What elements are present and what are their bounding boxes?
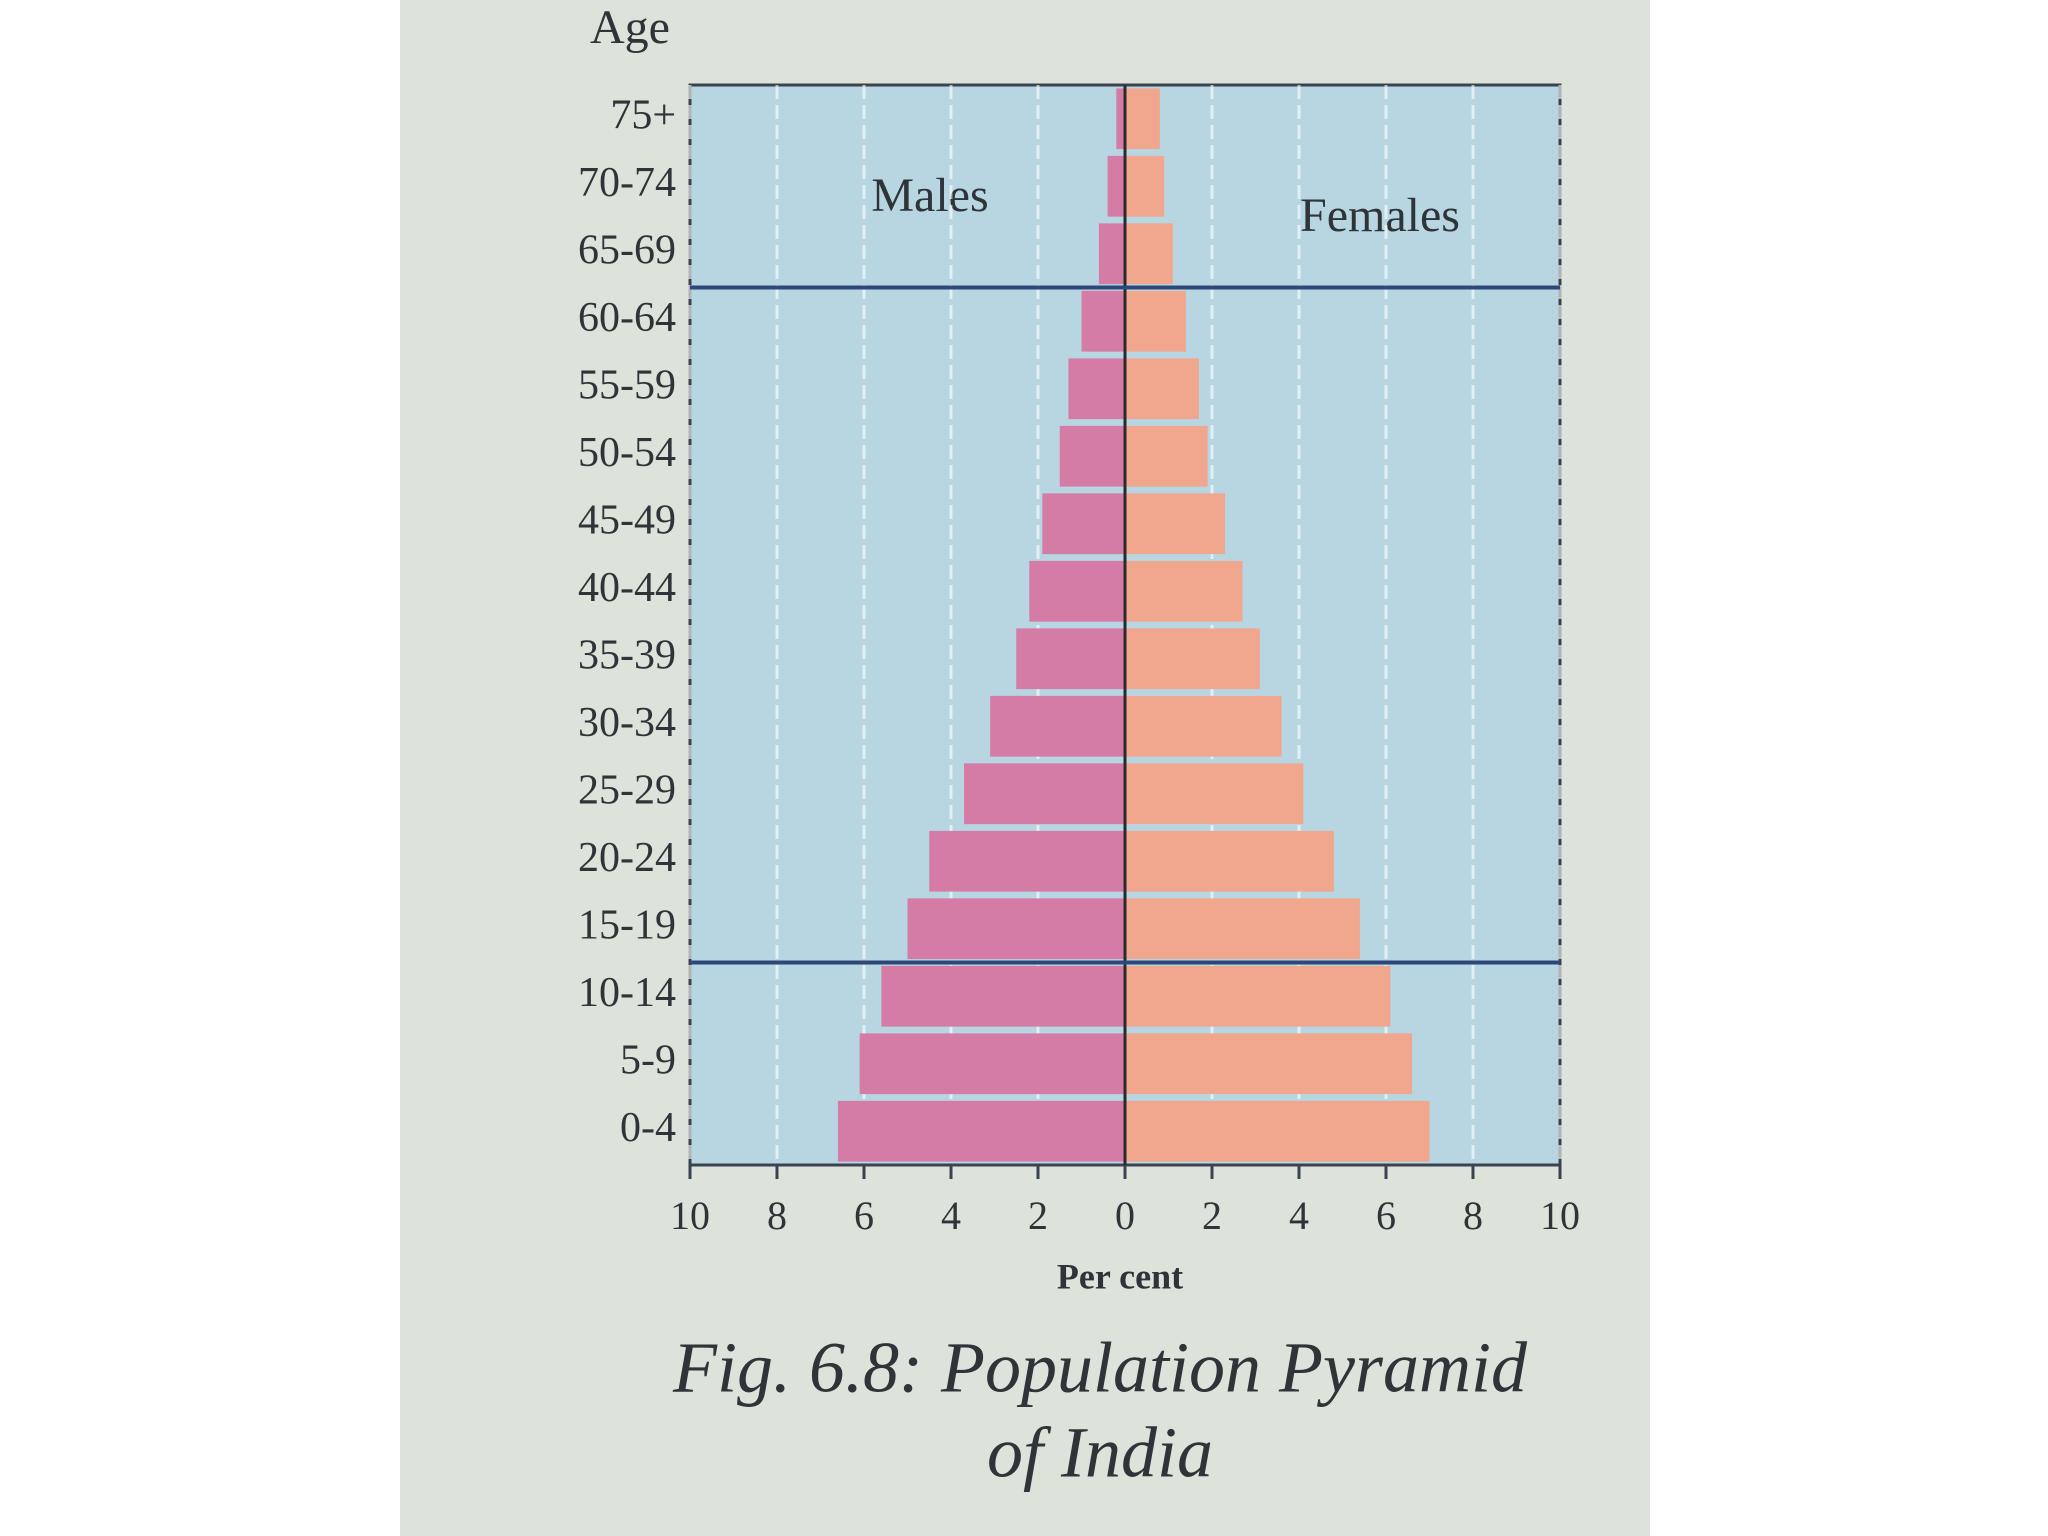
x-tick-label: 6: [854, 1193, 874, 1238]
bar: [1125, 358, 1199, 420]
bar: [907, 898, 1125, 960]
y-tick-label: 45-49: [578, 497, 676, 543]
bar: [1068, 358, 1125, 420]
marks: 10 8 6 4 2 0 2 4 6 8 10 0-4 5-9 10-14 15-19 20-24 25-29 3…: [578, 85, 1580, 1238]
y-tick-label: 55-59: [578, 362, 676, 408]
x-tick-label: 10: [670, 1193, 710, 1238]
bar: [1125, 290, 1186, 352]
bar: [990, 695, 1125, 757]
y-tick-label: 0-4: [620, 1105, 676, 1151]
bar: [1125, 695, 1282, 757]
y-tick-label: 5-9: [620, 1037, 676, 1083]
bar: [964, 763, 1125, 825]
bar: [1125, 425, 1208, 487]
bar: [1081, 290, 1125, 352]
y-tick-label: 25-29: [578, 767, 676, 813]
y-tick-label: 75+: [610, 92, 676, 138]
y-tick-label: 35-39: [578, 632, 676, 678]
bar: [1016, 628, 1125, 690]
y-tick-label: 70-74: [578, 160, 676, 206]
y-axis-label: Age: [590, 1, 670, 54]
x-tick-label: 0: [1115, 1193, 1135, 1238]
x-tick-label: 10: [1540, 1193, 1580, 1238]
x-tick-label: 4: [1289, 1193, 1309, 1238]
bar: [837, 1100, 1125, 1162]
x-tick-label: 6: [1376, 1193, 1396, 1238]
y-tick-label: 20-24: [578, 835, 676, 881]
bar: [881, 965, 1125, 1027]
bar: [1125, 560, 1243, 622]
x-tick-label: 4: [941, 1193, 961, 1238]
chart-title: Fig. 6.8: Population Pyramid: [672, 1328, 1528, 1408]
bar: [1125, 155, 1165, 217]
y-tick-label: 65-69: [578, 227, 676, 273]
y-tick-label: 60-64: [578, 295, 676, 341]
x-tick-label: 8: [1463, 1193, 1483, 1238]
bar: [1125, 763, 1304, 825]
x-tick-label: 8: [767, 1193, 787, 1238]
bar: [1125, 898, 1360, 960]
y-tick-label: 50-54: [578, 430, 676, 476]
bar: [1116, 88, 1125, 150]
legend-label: Females: [1300, 189, 1460, 242]
y-tick-label: 30-34: [578, 700, 676, 746]
bar: [1107, 155, 1125, 217]
bar: [1125, 1033, 1413, 1095]
chart-title: of India: [987, 1413, 1213, 1493]
bar: [859, 1033, 1125, 1095]
bar: [1125, 1100, 1430, 1162]
bar: [1125, 88, 1160, 150]
y-tick-label: 10-14: [578, 970, 676, 1016]
x-tick-label: 2: [1202, 1193, 1222, 1238]
bar: [1098, 223, 1125, 285]
bar: [929, 830, 1125, 892]
bar: [1059, 425, 1125, 487]
bar: [1125, 830, 1334, 892]
bar: [1125, 628, 1260, 690]
bar: [1042, 493, 1125, 555]
x-tick-label: 2: [1028, 1193, 1048, 1238]
y-tick-label: 40-44: [578, 565, 676, 611]
y-tick-label: 15-19: [578, 902, 676, 948]
bar: [1029, 560, 1125, 622]
bar: [1125, 965, 1391, 1027]
bar: [1125, 223, 1173, 285]
x-axis-label: Per cent: [1057, 1256, 1183, 1296]
bar: [1125, 493, 1226, 555]
legend-label: Males: [871, 169, 988, 222]
